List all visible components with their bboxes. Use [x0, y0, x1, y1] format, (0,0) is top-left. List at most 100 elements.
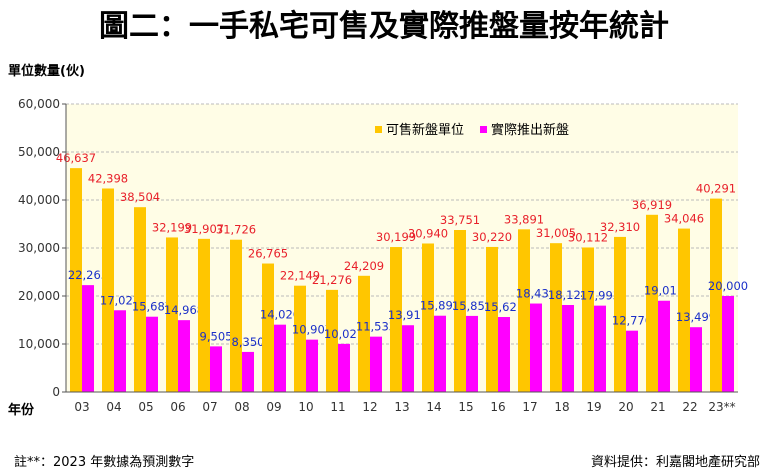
- bar-actual-launch: [498, 317, 510, 392]
- data-label: 40,291: [696, 182, 736, 196]
- y-tick-label: 30,000: [18, 241, 60, 255]
- bar-available-supply: [518, 229, 530, 392]
- bar-actual-launch: [690, 327, 702, 392]
- data-label: 30,199: [376, 230, 416, 244]
- data-label: 10,907: [292, 323, 332, 337]
- data-label: 14,968: [164, 303, 204, 317]
- data-label: 17,993: [580, 289, 620, 303]
- data-label: 11,533: [356, 320, 396, 334]
- data-label: 32,310: [600, 220, 640, 234]
- data-label: 21,276: [312, 273, 352, 287]
- x-tick-label: 17: [522, 400, 537, 414]
- bar-available-supply: [486, 246, 498, 392]
- bar-available-supply: [70, 168, 82, 392]
- x-tick-label: 10: [298, 400, 313, 414]
- data-label: 26,765: [248, 247, 288, 261]
- data-label: 30,940: [408, 226, 448, 240]
- bar-actual-launch: [338, 343, 350, 392]
- data-label: 22,149: [280, 269, 320, 283]
- x-tick-label: 23**: [708, 400, 735, 414]
- data-label: 10,027: [324, 327, 364, 341]
- data-label: 13,499: [676, 310, 716, 324]
- legend: 可售新盤單位 實際推出新盤: [375, 122, 569, 138]
- data-label: 31,726: [216, 223, 256, 237]
- data-label: 31,907: [184, 222, 224, 236]
- bar-available-supply: [358, 275, 370, 392]
- bar-actual-launch: [82, 285, 94, 392]
- data-label: 12,776: [612, 314, 652, 328]
- bar-available-supply: [326, 289, 338, 392]
- data-label: 46,637: [56, 151, 96, 165]
- data-label: 15,687: [132, 300, 172, 314]
- data-label: 15,893: [420, 299, 460, 313]
- bar-available-supply: [422, 243, 434, 392]
- x-tick-label: 15: [458, 400, 473, 414]
- data-label: 33,751: [440, 213, 480, 227]
- y-tick-label: 0: [52, 385, 60, 399]
- data-label: 42,398: [88, 171, 128, 185]
- data-label: 30,220: [472, 230, 512, 244]
- bar-available-supply: [678, 228, 690, 392]
- bar-actual-launch: [722, 296, 734, 392]
- x-tick-label: 05: [138, 400, 153, 414]
- bar-available-supply: [230, 239, 242, 392]
- bar-actual-launch: [306, 339, 318, 392]
- bar-actual-launch: [370, 336, 382, 392]
- data-label: 30,112: [568, 230, 608, 244]
- bar-actual-launch: [402, 325, 414, 392]
- data-label: 18,124: [548, 288, 588, 302]
- data-label: 38,504: [120, 190, 160, 204]
- y-axis-label: 單位數量(伙): [8, 63, 85, 79]
- x-tick-label: 03: [74, 400, 89, 414]
- data-label: 17,027: [100, 293, 140, 307]
- data-label: 20,000: [708, 279, 748, 293]
- x-tick-label: 12: [362, 400, 377, 414]
- x-tick-label: 19: [586, 400, 601, 414]
- bar-available-supply: [294, 285, 306, 392]
- bar-available-supply: [582, 247, 594, 392]
- data-label: 22,265: [68, 268, 108, 282]
- data-label: 19,011: [644, 284, 684, 298]
- bar-available-supply: [198, 238, 210, 392]
- data-label: 14,026: [260, 308, 300, 322]
- bar-available-supply: [710, 198, 722, 392]
- legend-swatch: [375, 126, 382, 133]
- data-label: 32,199: [152, 220, 192, 234]
- bar-available-supply: [166, 237, 178, 392]
- y-tick-label: 50,000: [18, 145, 60, 159]
- x-tick-label: 06: [170, 400, 185, 414]
- bar-available-supply: [550, 243, 562, 392]
- bar-actual-launch: [146, 316, 158, 392]
- x-tick-label: 09: [266, 400, 281, 414]
- data-label: 33,891: [504, 212, 544, 226]
- x-tick-label: 21: [650, 400, 665, 414]
- y-tick-label: 60,000: [18, 97, 60, 111]
- x-axis-label: 年份: [8, 402, 35, 418]
- legend-label: 可售新盤單位: [386, 122, 464, 138]
- bar-actual-launch: [658, 300, 670, 392]
- x-tick-label: 13: [394, 400, 409, 414]
- data-label: 15,853: [452, 299, 492, 313]
- y-tick-label: 10,000: [18, 337, 60, 351]
- bar-actual-launch: [626, 330, 638, 392]
- data-label: 31,005: [536, 226, 576, 240]
- bar-available-supply: [454, 229, 466, 392]
- chart-title: 圖二：一手私宅可售及實際推盤量按年統計: [99, 9, 669, 44]
- bar-available-supply: [262, 263, 274, 392]
- data-label: 9,505: [200, 329, 233, 343]
- footnote: 註**：2023 年數據為預測數字: [14, 454, 194, 470]
- bar-available-supply: [614, 236, 626, 392]
- x-tick-label: 08: [234, 400, 249, 414]
- data-label: 15,621: [484, 300, 524, 314]
- data-label: 36,919: [632, 198, 672, 212]
- data-label: 24,209: [344, 259, 384, 273]
- x-tick-label: 07: [202, 400, 217, 414]
- x-tick-label: 18: [554, 400, 569, 414]
- legend-label: 實際推出新盤: [491, 122, 569, 138]
- x-tick-label: 11: [330, 400, 345, 414]
- bar-available-supply: [102, 188, 114, 392]
- bar-actual-launch: [562, 305, 574, 392]
- x-tick-label: 22: [682, 400, 697, 414]
- data-label: 8,350: [232, 335, 265, 349]
